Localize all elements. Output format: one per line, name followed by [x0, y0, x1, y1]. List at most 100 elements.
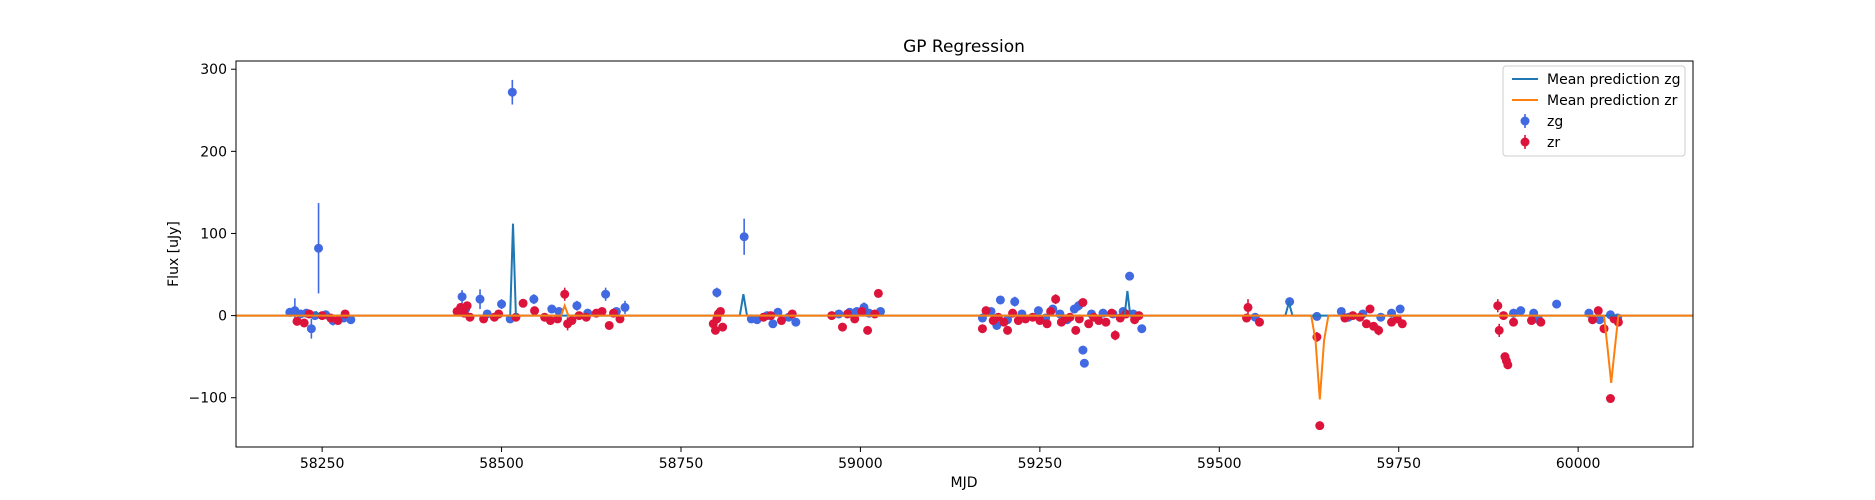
zr-point — [1605, 394, 1615, 404]
zg-legend-marker — [1520, 116, 1530, 126]
zr-point — [1042, 319, 1052, 329]
zr-point — [718, 322, 728, 332]
zg-point — [529, 294, 539, 304]
zr-point — [615, 314, 625, 324]
zr-point — [1046, 306, 1056, 316]
zg-point — [1595, 315, 1605, 325]
legend: Mean prediction zg Mean prediction zr zg zr — [1502, 65, 1686, 157]
plot-series — [236, 79, 1693, 431]
zg-point — [1395, 304, 1405, 314]
legend-box — [1502, 65, 1686, 157]
zr-point — [870, 309, 880, 319]
zr-point — [1315, 421, 1325, 431]
zg-point — [1033, 306, 1043, 316]
zr-point — [1065, 312, 1075, 322]
zr-point — [1078, 297, 1088, 307]
x-tick-label: 60000 — [1556, 456, 1601, 472]
zr-point — [977, 324, 987, 334]
y-tick-label: −100 — [189, 391, 227, 407]
x-tick-label: 59500 — [1197, 456, 1242, 472]
legend-label: zg — [1547, 114, 1563, 130]
zg-point — [547, 304, 557, 314]
zr-point — [1094, 316, 1104, 326]
zr-point — [1397, 319, 1407, 329]
zg-point — [572, 301, 582, 311]
zr-point — [604, 320, 614, 330]
zr-point — [1599, 324, 1609, 334]
x-tick-label: 58250 — [300, 456, 345, 472]
zr-point — [1588, 315, 1598, 325]
x-tick-label: 58750 — [659, 456, 704, 472]
mean-prediction-zg-line — [236, 223, 1693, 317]
x-axis-label: MJD — [951, 475, 978, 491]
zg-point — [995, 295, 1005, 305]
zr-point — [1013, 316, 1023, 326]
zg-point — [1552, 299, 1562, 309]
y-tick-label: 100 — [200, 226, 227, 242]
zr-point — [999, 317, 1009, 327]
zr-point — [1593, 306, 1603, 316]
chart-title: GP Regression — [903, 37, 1025, 57]
zg-point — [791, 317, 801, 327]
plot-frame — [235, 60, 1694, 448]
zg-point — [620, 302, 630, 312]
zr-point — [776, 316, 786, 326]
zr-point — [567, 316, 577, 326]
zg-point — [1336, 306, 1346, 316]
zg-point — [475, 294, 485, 304]
zr-point — [1071, 325, 1081, 335]
zg-point — [1516, 306, 1526, 316]
x-tick-label: 59250 — [1018, 456, 1063, 472]
zr-point — [710, 325, 720, 335]
zr-point — [1536, 317, 1546, 327]
zr-point — [299, 318, 309, 328]
zr-point — [837, 322, 847, 332]
zr-point — [560, 289, 570, 299]
x-tick-label: 59000 — [838, 456, 883, 472]
y-tick-label: 200 — [200, 144, 227, 160]
zg-point — [773, 307, 783, 317]
zr-point — [1493, 301, 1503, 311]
zr-point — [340, 309, 350, 319]
zr-point — [1021, 314, 1031, 324]
zr-point — [1003, 325, 1013, 335]
zr-point — [465, 312, 475, 322]
zr-point — [1051, 294, 1061, 304]
zg-point — [768, 319, 778, 329]
zr-point — [462, 301, 472, 311]
zr-point — [597, 306, 607, 316]
zg-point — [314, 243, 324, 253]
legend-label: Mean prediction zg — [1547, 72, 1681, 88]
zr-point — [1101, 317, 1111, 327]
zr-point — [857, 306, 867, 316]
zr-point — [1527, 316, 1537, 326]
y-tick-label: 0 — [218, 309, 227, 325]
zr-point — [494, 309, 504, 319]
zr-point — [545, 316, 555, 326]
zg-point — [1010, 297, 1020, 307]
zr-point — [1355, 312, 1365, 322]
zr-point — [873, 288, 883, 298]
zg-point — [1376, 312, 1386, 322]
zr-point — [1110, 330, 1120, 340]
zr-point — [581, 312, 591, 322]
zr-point — [1365, 304, 1375, 314]
zg-point — [507, 87, 517, 97]
zr-point — [1374, 325, 1384, 335]
zr-point — [850, 314, 860, 324]
zr-point — [1243, 302, 1253, 312]
zg-point — [601, 289, 611, 299]
zg-point — [1078, 345, 1088, 355]
y-tick-label: 300 — [200, 62, 227, 78]
zr-point — [553, 314, 563, 324]
zr-point — [518, 298, 528, 308]
zr-point — [1254, 317, 1264, 327]
zg-point — [1079, 358, 1089, 368]
zg-point — [457, 292, 467, 302]
zr-point — [333, 316, 343, 326]
zr-point — [787, 309, 797, 319]
zg-point — [1125, 271, 1135, 281]
zr-legend-marker — [1520, 137, 1530, 147]
